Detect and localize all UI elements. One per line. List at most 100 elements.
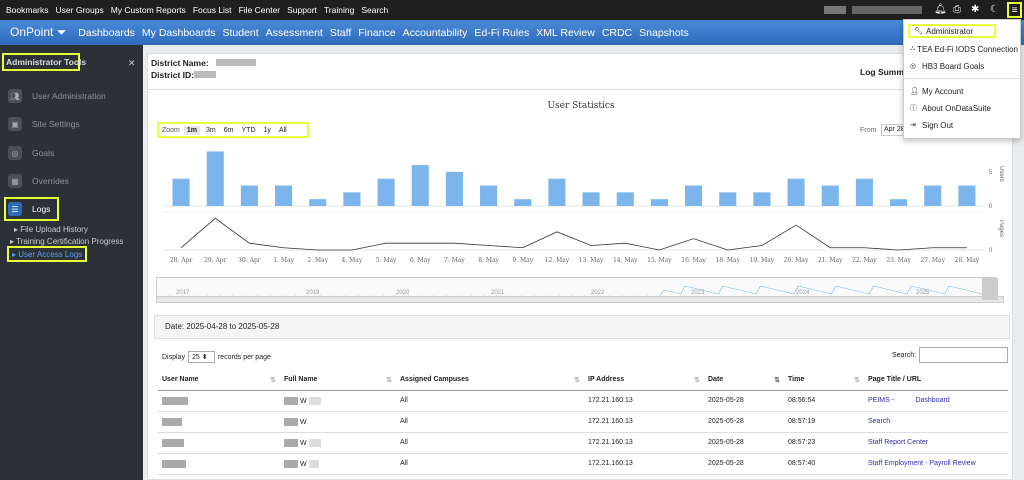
table-row: W All 172.21.160.13 2025-05-28 08:56:54 … bbox=[158, 390, 1008, 412]
navigator-handle[interactable] bbox=[982, 278, 998, 300]
sidebar-item-overrides[interactable]: ▦ Overrides bbox=[8, 171, 138, 191]
main-navbar: OnPoint ⏷ Dashboards My Dashboards Stude… bbox=[0, 20, 1024, 45]
admin-sidebar: Administrator Tools ✕ 👥︎ User Administrat… bbox=[0, 45, 143, 480]
time-cell: 08:56:54 bbox=[784, 390, 864, 412]
menu-tea-ed-fi[interactable]: ⛬ TEA Ed-Fi IODS Connection bbox=[906, 42, 1018, 56]
user-name-cell bbox=[158, 453, 280, 475]
blurred-district-id bbox=[194, 71, 216, 78]
col-assigned-campuses[interactable]: Assigned Campuses ⇅ bbox=[396, 370, 584, 391]
training-link[interactable]: Training bbox=[323, 5, 355, 15]
page-title-link[interactable]: Staff Employment - Payroll Review bbox=[864, 453, 1008, 475]
sidebar-item-goals[interactable]: ◎ Goals bbox=[8, 143, 138, 163]
zoom-all-button[interactable]: All bbox=[278, 126, 287, 134]
col-full-name[interactable]: Full Name ⇅ bbox=[280, 370, 396, 391]
support-link[interactable]: Support bbox=[287, 5, 317, 15]
nav-staff[interactable]: Staff bbox=[329, 26, 352, 39]
zoom-6m-button[interactable]: 6m bbox=[223, 126, 234, 134]
log-summary-label: Log Summa bbox=[860, 67, 909, 77]
users-bar bbox=[172, 178, 190, 206]
nav-snapshots[interactable]: Snapshots bbox=[639, 26, 689, 39]
x-tick-label: 20. May bbox=[784, 257, 809, 264]
menu-hb3-board-goals[interactable]: ◎ HB3 Board Goals bbox=[906, 59, 1018, 73]
x-tick-label: 9. May bbox=[512, 257, 533, 264]
nav-my-dashboards[interactable]: My Dashboards bbox=[141, 26, 216, 39]
my-custom-reports-link[interactable]: My Custom Reports bbox=[110, 5, 186, 15]
settings-icon: ▣ bbox=[8, 117, 22, 131]
menu-label: About OnDataSuite bbox=[922, 103, 991, 113]
printer-icon[interactable]: ⎙ bbox=[953, 4, 961, 15]
x-tick-label: 5. May bbox=[376, 257, 397, 264]
search-link[interactable]: Search bbox=[361, 5, 389, 15]
sidebar-item-logs[interactable]: ☰ Logs bbox=[4, 197, 59, 221]
x-tick-label: 27. May bbox=[920, 257, 945, 264]
table-row: W All 172.21.160.13 2025-05-28 08:57:19 … bbox=[158, 411, 1008, 433]
x-tick-label: 22. May bbox=[852, 257, 877, 264]
page-title-link[interactable]: Staff Report Center bbox=[864, 432, 1008, 454]
sidebar-sub-label: File Upload History bbox=[20, 225, 88, 234]
sidebar-sub-user-access-logs[interactable]: ▸ User Access Logs bbox=[7, 246, 87, 262]
sidebar-sub-training-certification[interactable]: ▸ Training Certification Progress bbox=[10, 237, 124, 246]
col-date[interactable]: Date ⇅ bbox=[704, 370, 784, 391]
target-icon: ◎ bbox=[8, 146, 22, 160]
bookmarks-link[interactable]: Bookmarks bbox=[6, 5, 49, 15]
zoom-3m-button[interactable]: 3m bbox=[206, 126, 216, 134]
nav-xml-review[interactable]: XML Review bbox=[536, 26, 595, 39]
navigator-scrollbar[interactable] bbox=[156, 296, 1004, 303]
col-user-name[interactable]: User Name ⇅ bbox=[158, 370, 280, 391]
sidebar-sub-file-upload-history[interactable]: ▸ File Upload History bbox=[14, 225, 88, 234]
x-tick-label: 12. May bbox=[545, 257, 570, 264]
nav-crdc[interactable]: CRDC bbox=[601, 26, 633, 39]
users-bar bbox=[309, 199, 327, 206]
ip-cell: 172.21.160.13 bbox=[584, 453, 704, 475]
users-bar bbox=[821, 185, 839, 206]
nav-accountability[interactable]: Accountability bbox=[402, 26, 468, 39]
col-page-title[interactable]: Page Title / URL bbox=[864, 370, 1008, 391]
menu-my-account[interactable]: 👤︎ My Account bbox=[906, 84, 1018, 98]
focus-list-link[interactable]: Focus List bbox=[192, 5, 232, 15]
nav-dashboards[interactable]: Dashboards bbox=[78, 26, 135, 39]
menu-sign-out[interactable]: ⇥ Sign Out bbox=[906, 118, 1018, 132]
nav-finance[interactable]: Finance bbox=[358, 26, 396, 39]
file-center-link[interactable]: File Center bbox=[238, 5, 281, 15]
zoom-1y-button[interactable]: 1y bbox=[263, 126, 271, 134]
bug-icon[interactable]: ✱ bbox=[971, 4, 980, 15]
full-name-cell: W bbox=[280, 411, 396, 433]
nav-ed-fi-rules[interactable]: Ed-Fi Rules bbox=[474, 26, 530, 39]
date-cell: 2025-05-28 bbox=[704, 390, 784, 412]
sitemap-icon: ⛬ bbox=[910, 45, 915, 52]
menu-label: Sign Out bbox=[922, 120, 954, 130]
zoom-1m-button[interactable]: 1m bbox=[183, 125, 201, 135]
close-icon[interactable]: ✕ bbox=[128, 58, 136, 68]
sidebar-item-user-administration[interactable]: 👥︎ User Administration bbox=[8, 86, 138, 106]
x-tick-label: 6. May bbox=[410, 257, 431, 264]
main-content: District Name: District ID: Log Summa Us… bbox=[147, 53, 1014, 480]
user-name-cell bbox=[158, 411, 280, 433]
zoom-ytd-button[interactable]: YTD bbox=[241, 126, 256, 134]
col-time[interactable]: Time ⇅ bbox=[784, 370, 864, 391]
menu-label: My Account bbox=[922, 86, 964, 96]
menu-toggle-icon[interactable]: ≡ bbox=[1007, 2, 1022, 18]
divider bbox=[148, 89, 1014, 90]
menu-administrator[interactable]: 🔧︎ Administrator bbox=[908, 24, 996, 38]
top-utility-bar: Bookmarks User Groups My Custom Reports … bbox=[0, 0, 1024, 20]
users-bar bbox=[240, 185, 258, 206]
x-tick-label: 13. May bbox=[579, 257, 604, 264]
col-ip-address[interactable]: IP Address ⇅ bbox=[584, 370, 704, 391]
search-input[interactable] bbox=[919, 347, 1008, 363]
users-bar bbox=[685, 185, 703, 206]
nav-assessment[interactable]: Assessment bbox=[265, 26, 323, 39]
page-title-link[interactable]: PEIMS - Dashboard bbox=[864, 390, 1008, 412]
zoom-label: Zoom bbox=[162, 126, 180, 134]
moon-icon[interactable]: ☾ bbox=[990, 4, 999, 15]
onpoint-menu[interactable]: OnPoint ⏷ bbox=[10, 25, 67, 39]
nav-student[interactable]: Student bbox=[222, 26, 259, 39]
user-groups-link[interactable]: User Groups bbox=[55, 5, 104, 15]
menu-about[interactable]: ⓘ About OnDataSuite bbox=[906, 101, 1018, 115]
sidebar-item-site-settings[interactable]: ▣ Site Settings bbox=[8, 114, 138, 134]
page-title-link[interactable]: Search bbox=[864, 411, 1008, 433]
bell-icon[interactable]: 🔔︎ bbox=[934, 4, 947, 15]
users-bar bbox=[480, 185, 498, 206]
records-per-page-select[interactable]: 25 ⬍ bbox=[187, 351, 215, 363]
sidebar-item-label: Logs bbox=[32, 204, 51, 214]
users-bar bbox=[377, 178, 395, 206]
